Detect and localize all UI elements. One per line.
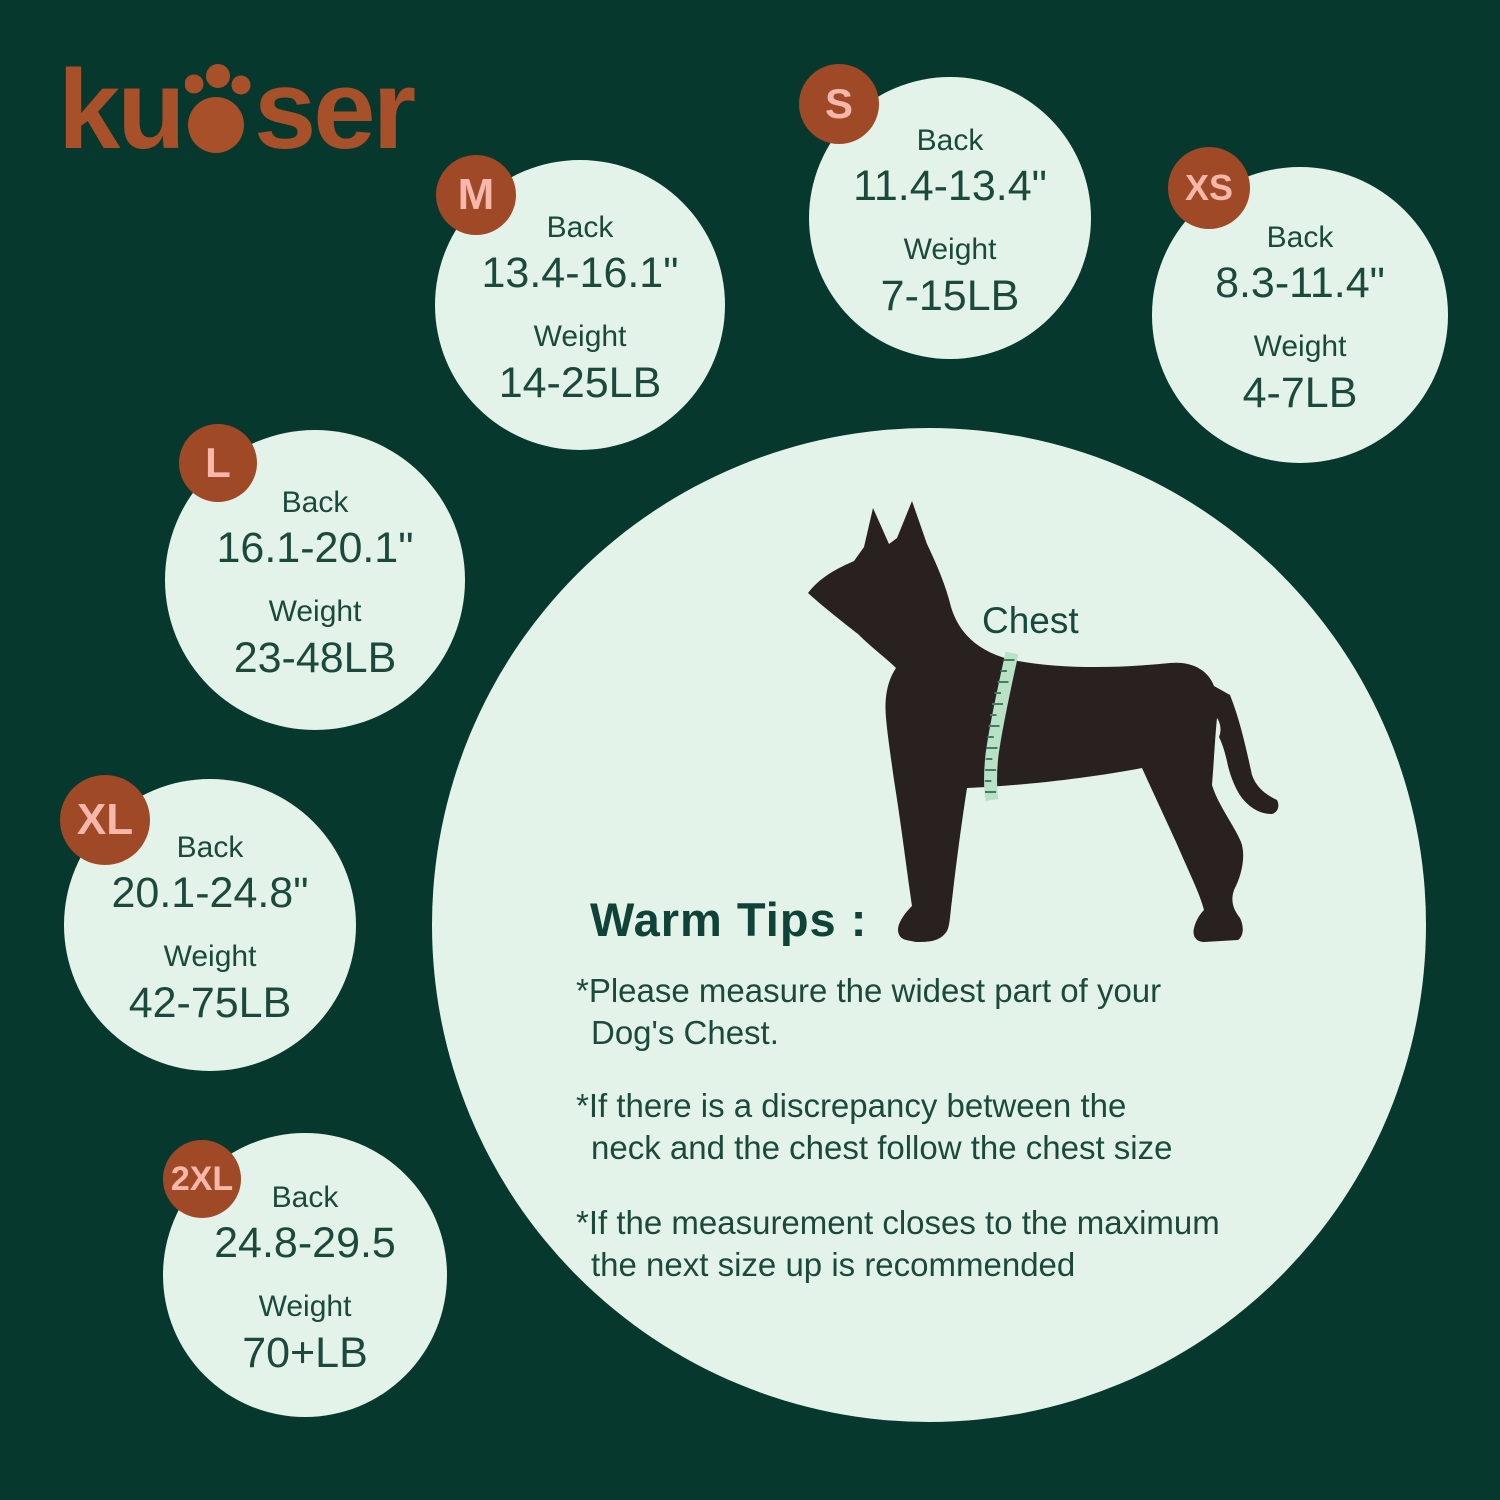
- weight-label: Weight: [268, 595, 362, 628]
- weight-label: Weight: [258, 1290, 352, 1323]
- weight-range: 4-7LB: [1242, 368, 1358, 417]
- brand-logo-text-ku: ku: [58, 47, 186, 172]
- warm-tip-3: *If the measurement closes to the maximu…: [576, 1204, 1220, 1283]
- dog-body: [808, 501, 1279, 942]
- back-range: 11.4-13.4": [853, 162, 1047, 211]
- size-badge-label: XS: [1184, 167, 1234, 208]
- size-circle-2xl: 2XL Back 24.8-29.5 Weight 70+LB: [163, 1133, 447, 1417]
- weight-range: 42-75LB: [128, 978, 292, 1027]
- weight-range: 14-25LB: [498, 358, 662, 407]
- weight-label: Weight: [163, 940, 257, 973]
- warm-tip-2: *If there is a discrepancy between the n…: [576, 1087, 1173, 1166]
- size-badge-m: M: [436, 155, 516, 235]
- back-range: 8.3-11.4": [1215, 259, 1385, 308]
- back-label: Back: [176, 830, 244, 864]
- weight-range: 23-48LB: [233, 633, 397, 682]
- size-badge-label: 2XL: [170, 1159, 234, 1198]
- back-label: Back: [281, 485, 349, 519]
- size-badge-label: S: [824, 80, 853, 127]
- weight-range: 7-15LB: [880, 271, 1020, 320]
- dog-silhouette: [808, 501, 1279, 942]
- measuring-tape-icon: [984, 651, 1019, 801]
- weight-label: Weight: [1253, 330, 1347, 363]
- size-badge-label: M: [457, 170, 495, 219]
- back-range: 16.1-20.1": [216, 524, 414, 573]
- back-range: 13.4-16.1": [481, 249, 679, 298]
- warm-tips-title: Warm Tips :: [590, 893, 868, 946]
- weight-label: Weight: [903, 233, 997, 266]
- back-label: Back: [1266, 220, 1334, 254]
- size-badge-l: L: [179, 424, 257, 502]
- back-label: Back: [546, 210, 614, 244]
- chest-label: Chest: [982, 600, 1079, 641]
- size-badge-xl: XL: [60, 775, 150, 865]
- size-badge-2xl: 2XL: [163, 1140, 241, 1218]
- back-label: Back: [916, 123, 984, 157]
- size-badge-xs: XS: [1168, 147, 1250, 229]
- size-circle-xs: XS Back 8.3-11.4" Weight 4-7LB: [1152, 147, 1448, 463]
- size-circle-s: S Back 11.4-13.4" Weight 7-15LB: [799, 64, 1091, 359]
- size-circle-xl: XL Back 20.1-24.8" Weight 42-75LB: [60, 775, 356, 1071]
- size-badge-label: L: [205, 439, 231, 486]
- warm-tip-1: *Please measure the widest part of your …: [576, 972, 1162, 1051]
- brand-logo: ku ser: [58, 47, 498, 175]
- weight-label: Weight: [533, 320, 627, 353]
- size-badge-label: XL: [76, 795, 134, 844]
- back-label: Back: [271, 1180, 339, 1214]
- size-circle-l: L Back 16.1-20.1" Weight 23-48LB: [165, 424, 465, 730]
- back-range: 20.1-24.8": [111, 869, 309, 918]
- brand-logo-text-ser: ser: [254, 47, 416, 172]
- paw-icon: [185, 64, 251, 153]
- size-circle-m: M Back 13.4-16.1" Weight 14-25LB: [435, 155, 725, 450]
- size-badge-s: S: [799, 64, 879, 144]
- back-range: 24.8-29.5: [214, 1219, 396, 1268]
- weight-range: 70+LB: [242, 1328, 368, 1377]
